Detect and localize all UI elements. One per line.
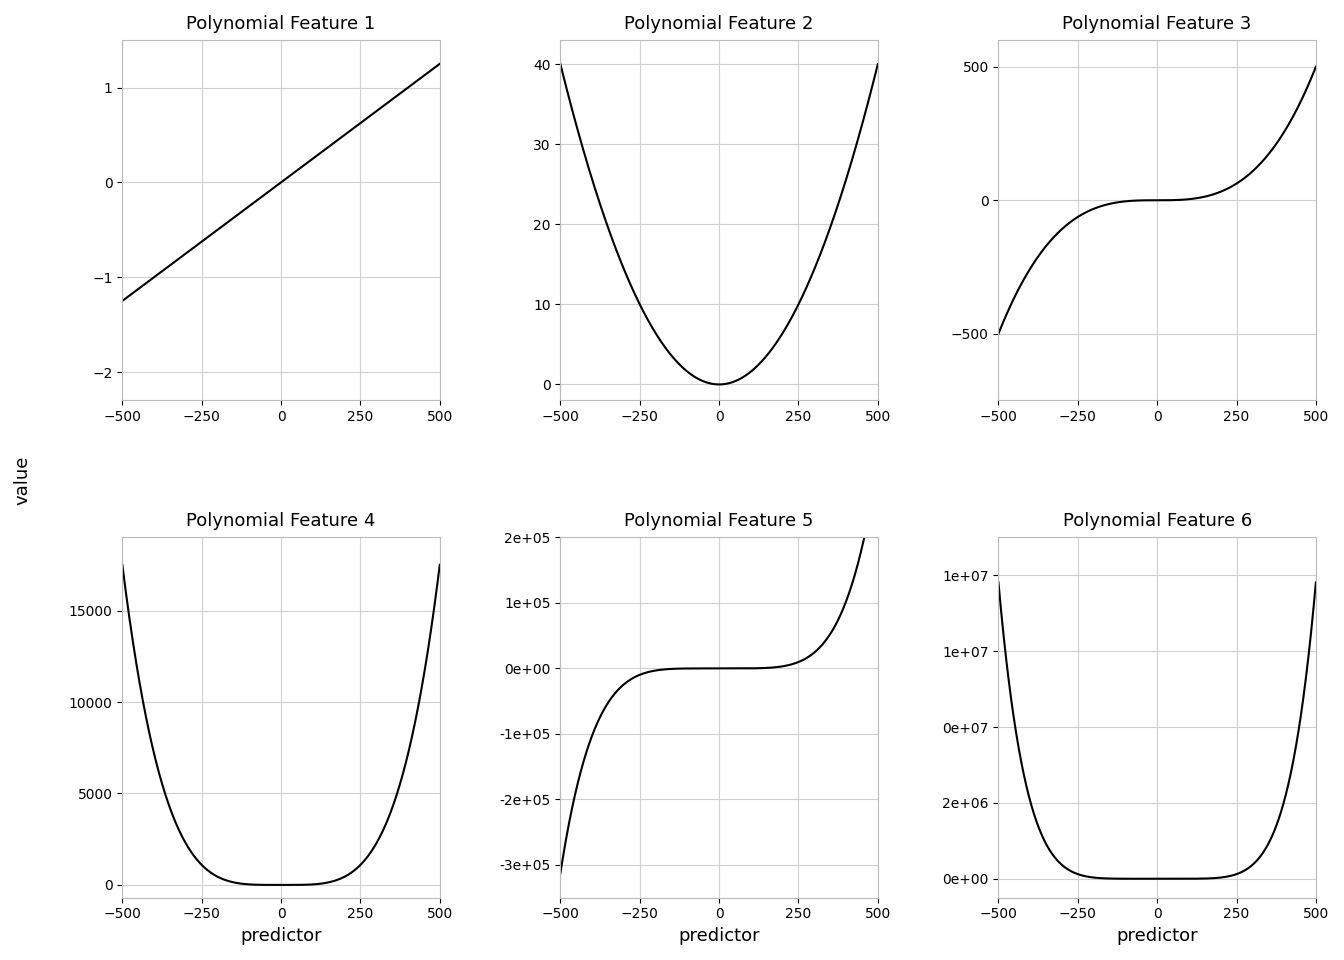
Text: value: value: [13, 455, 31, 505]
Title: Polynomial Feature 4: Polynomial Feature 4: [187, 513, 376, 530]
Title: Polynomial Feature 6: Polynomial Feature 6: [1063, 513, 1251, 530]
Title: Polynomial Feature 3: Polynomial Feature 3: [1063, 15, 1251, 33]
Title: Polynomial Feature 1: Polynomial Feature 1: [187, 15, 376, 33]
X-axis label: predictor: predictor: [1117, 927, 1198, 945]
X-axis label: predictor: predictor: [241, 927, 321, 945]
Title: Polynomial Feature 2: Polynomial Feature 2: [625, 15, 814, 33]
Title: Polynomial Feature 5: Polynomial Feature 5: [625, 513, 814, 530]
X-axis label: predictor: predictor: [679, 927, 759, 945]
